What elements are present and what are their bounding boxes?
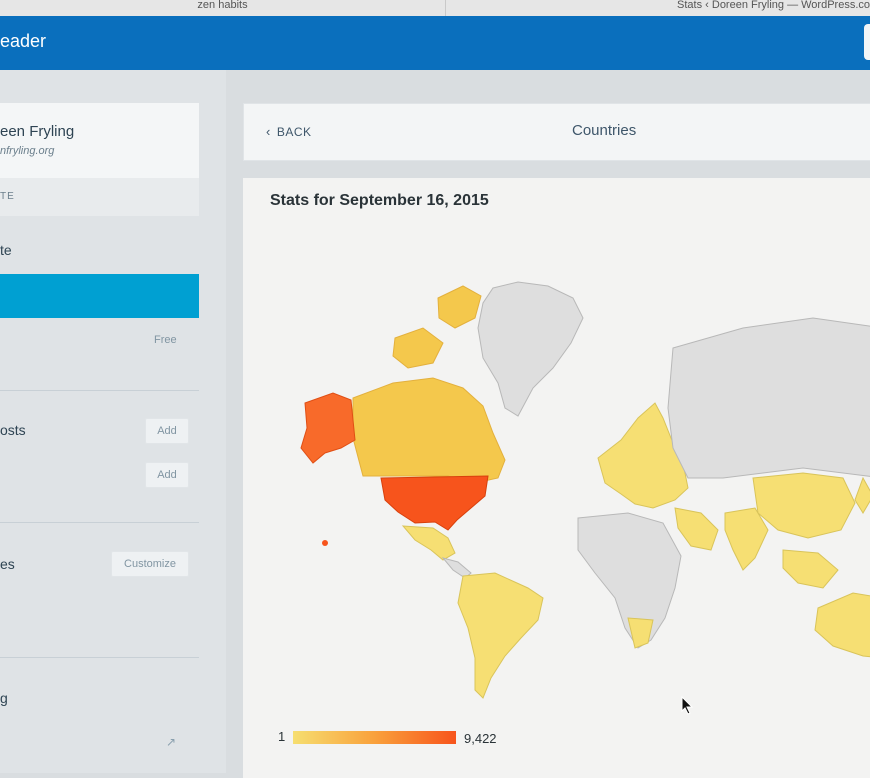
customize-button[interactable]: Customize [111, 551, 189, 577]
alaska-region [300, 392, 356, 464]
sidebar-item-stats-selected[interactable] [0, 274, 199, 318]
countries-map-card: Stats for September 16, 2015 [243, 178, 870, 778]
browser-tab-bar: zen habits Stats ‹ Doreen Fryling — Word… [0, 0, 870, 17]
switch-site-label: TE [0, 191, 15, 202]
legend-gradient-bar [293, 731, 456, 744]
mexico-region [401, 525, 456, 561]
india-region [724, 507, 769, 571]
reader-link[interactable]: eader [0, 31, 47, 51]
hawaii-region [322, 540, 328, 546]
greenland-region [477, 281, 584, 417]
china-region [752, 472, 856, 539]
usa-region [380, 475, 489, 531]
add-post-button[interactable]: Add [145, 418, 189, 444]
masterbar-button[interactable] [864, 24, 870, 60]
sidebar-divider [0, 657, 199, 658]
stats-header: ‹ BACK Countries [243, 103, 870, 161]
mouse-cursor-icon [681, 696, 694, 715]
browser-tab-stats[interactable]: Stats ‹ Doreen Fryling — WordPress.co [677, 0, 870, 11]
legend-max-value: 9,422 [464, 731, 497, 746]
sidebar-item-site[interactable]: te [0, 242, 12, 258]
sidebar-item-settings[interactable]: g [0, 690, 8, 706]
sidebar-divider [0, 522, 199, 523]
sidebar-divider [0, 390, 199, 391]
central-america-region [441, 557, 472, 579]
external-link-icon[interactable]: ↗ [166, 735, 177, 749]
africa-region [577, 512, 682, 649]
canada-arctic-islands [392, 327, 444, 369]
site-card[interactable]: een Fryling nfryling.org [0, 103, 199, 178]
australia-region [814, 592, 870, 658]
canada-region [352, 377, 506, 484]
europe-region [597, 402, 689, 509]
world-map[interactable] [243, 178, 870, 778]
sidebar-item-blog-posts[interactable]: osts [0, 422, 26, 438]
sidebar-item-themes[interactable]: es [0, 556, 15, 572]
chevron-left-icon: ‹ [266, 124, 271, 139]
legend-min-value: 1 [278, 729, 286, 744]
russia-region [667, 317, 870, 479]
japan-region [854, 476, 870, 514]
back-label: BACK [276, 125, 312, 139]
site-url: nfryling.org [0, 145, 55, 157]
sidebar: een Fryling nfryling.org TE te Free osts… [0, 70, 226, 773]
page-title: Countries [572, 122, 637, 139]
back-button[interactable]: ‹ BACK [266, 124, 312, 139]
south-america-region [457, 572, 544, 699]
switch-site-strip[interactable]: TE [0, 178, 199, 216]
map-title: Stats for September 16, 2015 [270, 192, 489, 209]
middle-east-region [674, 507, 719, 551]
plan-free-label: Free [154, 334, 177, 346]
site-name: een Fryling [0, 123, 75, 140]
canada-arctic-islands [437, 285, 482, 329]
add-page-button[interactable]: Add [145, 462, 189, 488]
masterbar: eader [0, 16, 870, 70]
browser-tab-zen-habits[interactable]: zen habits [0, 0, 446, 16]
southeast-asia-region [782, 549, 839, 589]
south-africa-region [627, 617, 654, 649]
